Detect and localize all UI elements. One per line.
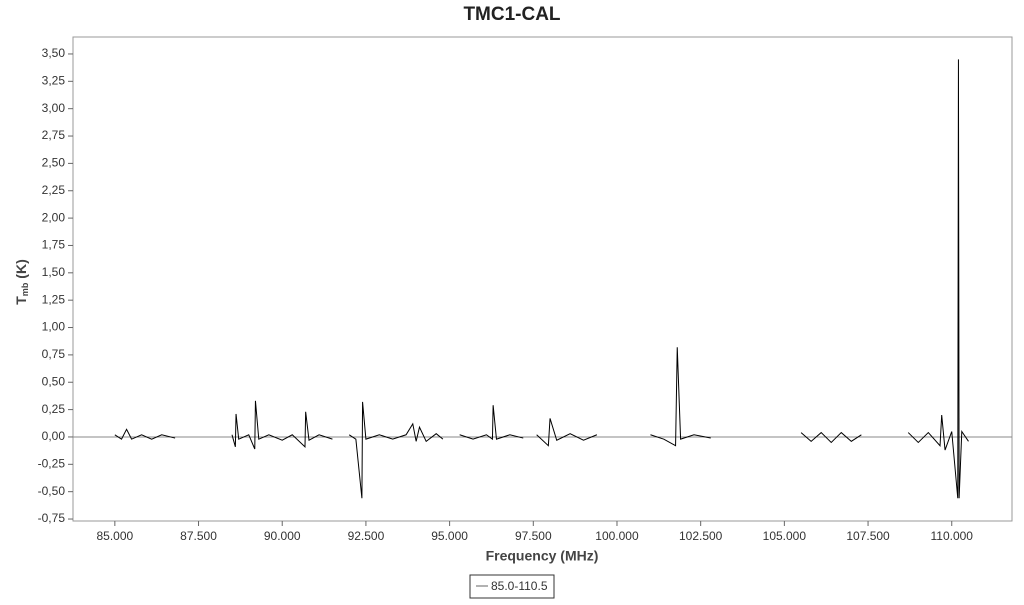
x-tick-label: 92.500 [348,529,385,543]
x-tick-label: 95.000 [431,529,468,543]
y-tick-label: 1,75 [42,238,66,252]
x-axis-title: Frequency (MHz) [486,548,599,564]
y-title-unit: (K) [13,259,29,278]
y-tick-label: -0,50 [38,484,66,498]
y-tick-label: 0,00 [42,429,66,443]
y-tick-label: 0,50 [42,374,66,388]
x-tick-label: 102.500 [679,529,723,543]
chart-title: TMC1-CAL [463,4,560,25]
y-tick-label: 2,50 [42,156,66,170]
y-tick-label: -0,25 [38,456,66,470]
spectrum-line [114,59,969,499]
y-title-main: T [13,296,29,305]
y-axis-title: Tmb (K) [13,259,31,305]
y-tick-label: 3,25 [42,73,66,87]
y-tick-label: 1,00 [42,320,66,334]
x-tick-label: 105.000 [763,529,807,543]
y-tick-label: 2,25 [42,183,66,197]
x-tick-label: 107.500 [846,529,890,543]
y-tick-label: 3,00 [42,101,66,115]
x-tick-label: 110.000 [930,529,973,543]
x-tick-label: 97.500 [515,529,552,543]
y-tick-label: 3,50 [42,46,66,60]
y-tick-label: 2,00 [42,210,66,224]
y-tick-label: 1,25 [42,292,66,306]
x-tick-label: 90.000 [264,529,301,543]
x-tick-label: 87.500 [180,529,217,543]
legend-label: 85.0-110.5 [491,579,548,593]
y-tick-label: 1,50 [42,265,66,279]
x-tick-label: 85.000 [96,529,133,543]
y-tick-label: 0,25 [42,402,66,416]
x-tick-label: 100.000 [595,529,639,543]
legend-box [469,574,555,599]
y-tick-label: 2,75 [42,128,66,142]
y-tick-label: -0,75 [38,511,66,525]
y-tick-label: 0,75 [42,347,66,361]
y-title-sub: mb [20,282,30,296]
plot-frame [72,36,1013,522]
